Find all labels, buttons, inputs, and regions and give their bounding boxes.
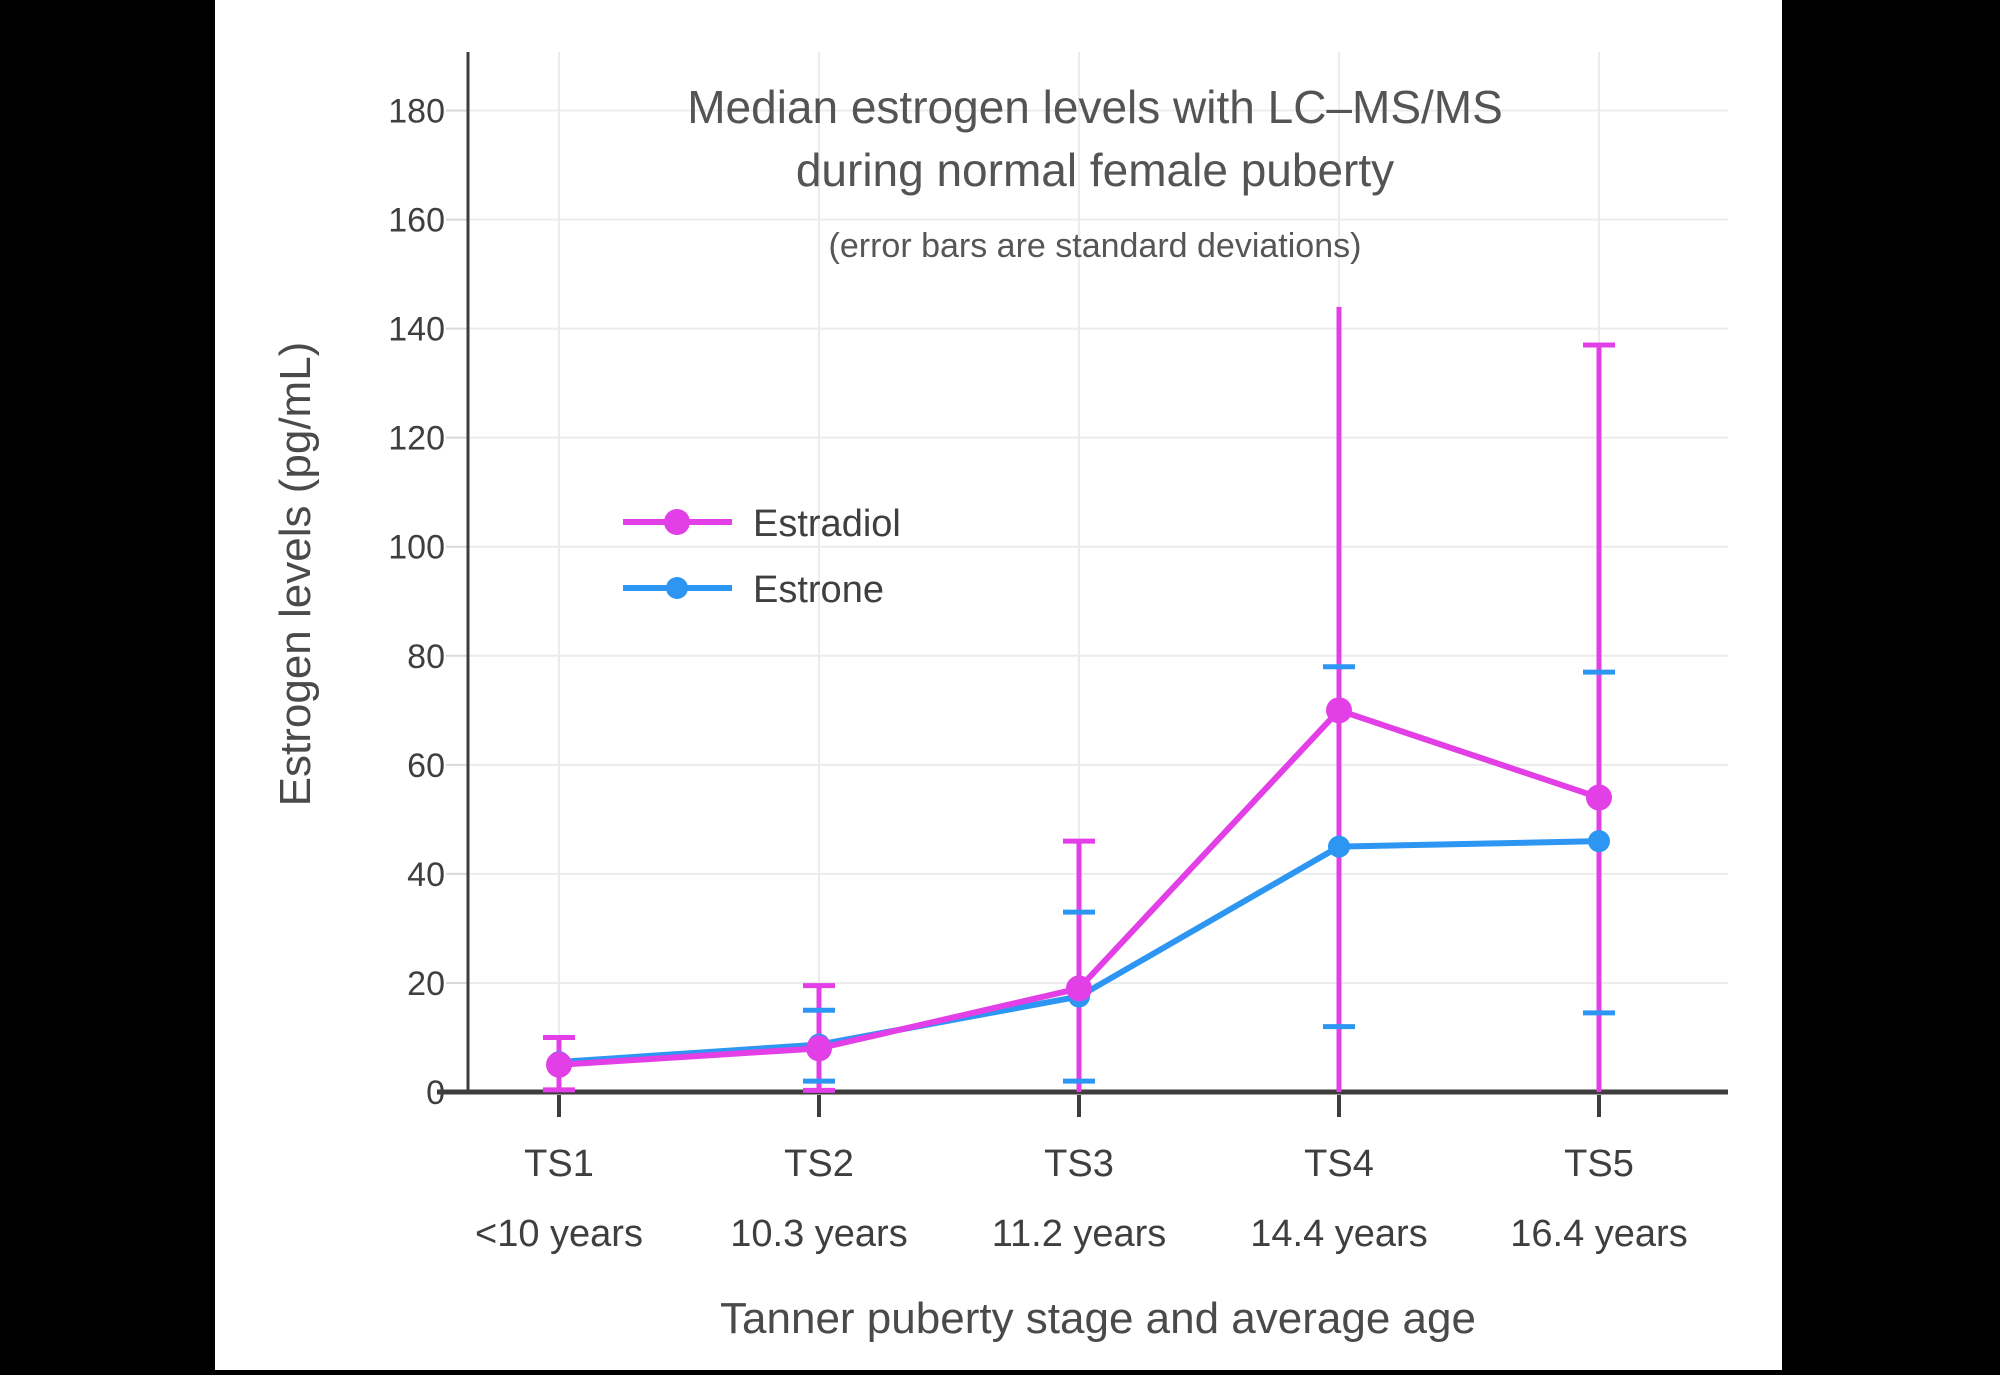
estradiol-point-TS5	[1586, 784, 1612, 811]
y-tick-label-140: 140	[388, 311, 445, 349]
estradiol-point-TS2	[806, 1035, 832, 1062]
x-tick-label-TS4: TS4	[1304, 1143, 1374, 1185]
y-tick-label-20: 20	[407, 965, 445, 1003]
letterbox-right	[1782, 0, 2000, 1370]
x-age-label-TS5: 16.4 years	[1510, 1213, 1687, 1255]
y-tick-label-100: 100	[388, 529, 445, 567]
x-axis-title: Tanner puberty stage and average age	[720, 1294, 1476, 1343]
y-tick-label-180: 180	[388, 93, 445, 131]
axis-layer	[437, 52, 1728, 1117]
grid-layer	[468, 52, 1728, 1092]
y-tick-label-0: 0	[426, 1074, 445, 1112]
chart-subtitle: (error bars are standard deviations)	[829, 227, 1362, 265]
plot-data-layer	[543, 306, 1615, 1093]
estrogen-puberty-chart: 0 20 40 60 80 100 120 140 160 180 TS1 TS2 TS3 TS4 TS5 <…	[271, 52, 1728, 1343]
y-tick-label-80: 80	[407, 638, 445, 676]
legend-estradiol-label: Estradiol	[753, 503, 901, 545]
legend-estradiol-marker	[664, 509, 690, 535]
estradiol-point-TS1	[546, 1051, 572, 1078]
x-tick-label-TS1: TS1	[524, 1143, 594, 1185]
x-age-label-TS3: 11.2 years	[992, 1213, 1167, 1255]
chart-panel: 0 20 40 60 80 100 120 140 160 180 TS1 TS2 TS3 TS4 TS5 <…	[215, 0, 1782, 1370]
chart-title-line2: during normal female puberty	[796, 144, 1394, 196]
y-tick-label-160: 160	[388, 202, 445, 240]
x-age-label-TS1: <10 years	[475, 1213, 643, 1255]
x-age-label-TS2: 10.3 years	[730, 1213, 907, 1255]
x-tick-label-TS2: TS2	[784, 1143, 854, 1185]
y-tick-label-40: 40	[407, 856, 445, 894]
estrone-point-TS5	[1588, 830, 1610, 853]
estradiol-point-TS4	[1326, 697, 1352, 724]
legend-estrone-label: Estrone	[753, 569, 884, 611]
y-axis-title: Estrogen levels (pg/mL)	[271, 342, 320, 807]
y-tick-label-60: 60	[407, 747, 445, 785]
x-tick-label-TS5: TS5	[1564, 1143, 1634, 1185]
x-tick-label-TS3: TS3	[1044, 1143, 1114, 1185]
y-tick-label-120: 120	[388, 420, 445, 458]
x-age-label-TS4: 14.4 years	[1250, 1213, 1427, 1255]
legend: Estradiol Estrone	[623, 503, 901, 611]
chart-title-line1: Median estrogen levels with LC–MS/MS	[687, 81, 1503, 133]
estradiol-point-TS3	[1066, 975, 1092, 1002]
letterbox-left	[0, 0, 215, 1370]
estrone-point-TS4	[1328, 835, 1350, 858]
legend-estrone-marker	[666, 577, 688, 599]
tick-label-layer: 0 20 40 60 80 100 120 140 160 180 TS1 TS2 TS3 TS4 TS5 <…	[388, 93, 1687, 1255]
